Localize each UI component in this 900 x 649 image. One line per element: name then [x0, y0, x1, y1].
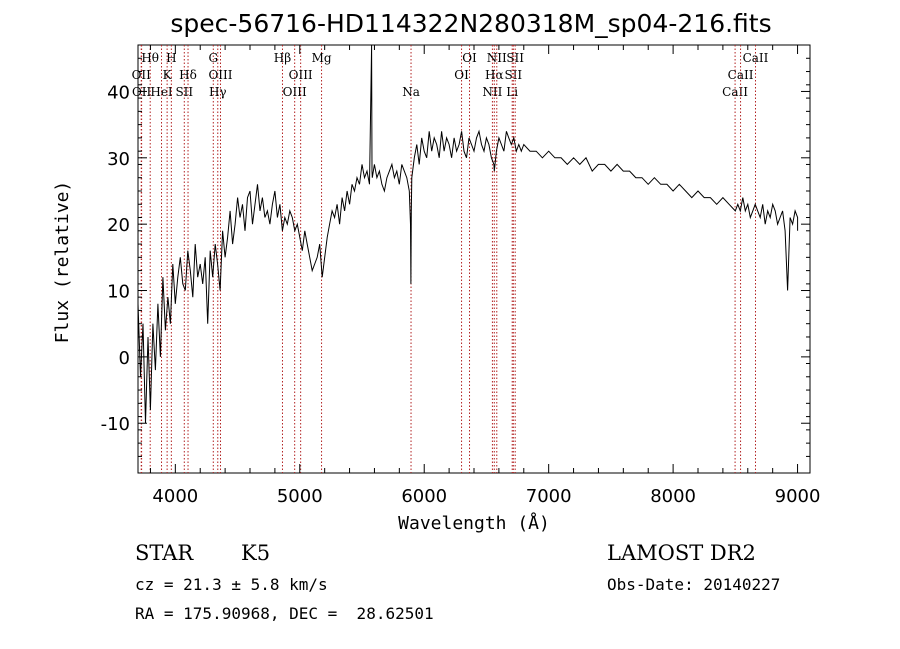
marker-label: HeI — [150, 85, 173, 99]
marker-label: OI — [462, 51, 477, 65]
marker-label: H — [166, 51, 176, 65]
axis-ticks: 4000 5000 6000 7000 8000 9000 -10 0 10 20 30 40 — [101, 45, 821, 507]
marker-label: Na — [402, 85, 420, 99]
x-tick-label: 5000 — [277, 486, 323, 507]
x-tick-label: 7000 — [526, 486, 572, 507]
marker-label: SII — [504, 68, 522, 82]
y-tick-label: 20 — [107, 215, 130, 236]
spectral-line-markers: OII OII Hθ HeI KH SII Hδ G Hγ OIII Hβ OIII OIII Mg Na O… — [132, 45, 769, 473]
y-tick-label: 0 — [119, 348, 130, 369]
y-axis-label: Flux (relative) — [52, 181, 73, 344]
redshift-text: cz = 21.3 ± 5.8 km/s — [135, 575, 328, 594]
x-tick-label: 9000 — [775, 486, 821, 507]
marker-label: CaII — [743, 51, 769, 65]
marker-label: SII — [175, 85, 193, 99]
y-tick-label: 10 — [107, 282, 130, 303]
survey-name: LAMOST DR2 — [607, 541, 756, 565]
spectrum-line — [137, 44, 799, 424]
marker-label: Hβ — [274, 51, 291, 65]
marker-label: OIII — [283, 85, 307, 99]
x-tick-label: 6000 — [401, 486, 447, 507]
marker-label: OII — [132, 85, 152, 99]
plot-frame — [137, 44, 811, 474]
obs-date-text: Obs-Date: 20140227 — [607, 575, 781, 594]
y-tick-label: 30 — [107, 149, 130, 170]
x-tick-label: 8000 — [650, 486, 696, 507]
y-tick-label: 40 — [107, 82, 130, 103]
marker-label: SII — [506, 51, 524, 65]
marker-label: Hγ — [209, 85, 227, 99]
marker-label: Hα — [485, 68, 504, 82]
x-axis-label: Wavelength (Å) — [398, 512, 550, 534]
marker-label: OIII — [289, 68, 313, 82]
y-tick-label: -10 — [101, 414, 130, 435]
marker-label: CaII — [728, 68, 754, 82]
marker-label: Li — [506, 85, 518, 99]
x-tick-label: 4000 — [152, 486, 198, 507]
marker-label: OIII — [208, 68, 232, 82]
object-class: STAR — [135, 541, 194, 565]
coordinates-text: RA = 175.90968, DEC = 28.62501 — [135, 604, 434, 623]
marker-label: NII — [482, 85, 502, 99]
marker-label: NII — [487, 51, 507, 65]
marker-label: Hδ — [179, 68, 197, 82]
object-subclass: K5 — [241, 541, 271, 565]
marker-label: Hθ — [141, 51, 159, 65]
marker-label: Mg — [312, 51, 332, 65]
marker-label: K — [163, 68, 173, 82]
marker-label: OI — [454, 68, 469, 82]
chart-title: spec-56716-HD114322N280318M_sp04-216.fit… — [170, 9, 771, 38]
marker-label: CaII — [722, 85, 748, 99]
marker-label: G — [208, 51, 218, 65]
marker-label: OII — [132, 68, 152, 82]
